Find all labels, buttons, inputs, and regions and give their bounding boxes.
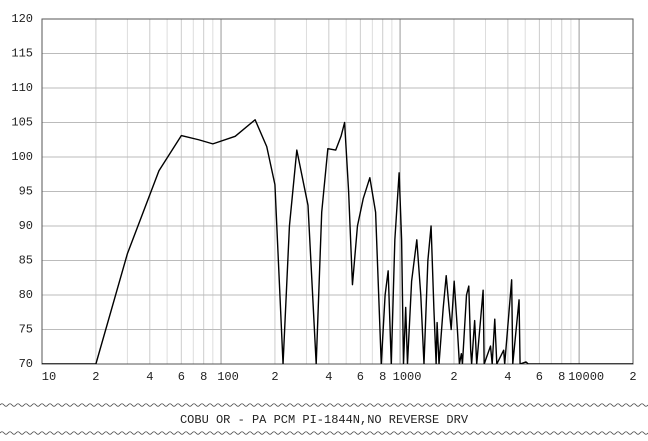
y-tick-label: 75 <box>19 323 33 337</box>
x-tick-label: 6 <box>357 370 364 384</box>
plot-frame <box>41 18 634 365</box>
x-tick-label: 2 <box>271 370 278 384</box>
x-tick-label: 8 <box>558 370 565 384</box>
y-tick-label: 95 <box>19 185 33 199</box>
x-tick-label: 6 <box>536 370 543 384</box>
caption: COBU OR - PA PCM PI-1844N,NO REVERSE DRV <box>180 413 469 427</box>
x-tick-label: 4 <box>325 370 332 384</box>
y-tick-label: 120 <box>11 12 33 26</box>
x-tick-label: 6 <box>178 370 185 384</box>
x-tick-label: 10 <box>42 370 56 384</box>
x-tick-label: 4 <box>146 370 153 384</box>
x-tick-label: 10000 <box>568 370 604 384</box>
grid <box>41 18 634 365</box>
x-tick-label: 2 <box>92 370 99 384</box>
y-tick-label: 80 <box>19 288 33 302</box>
y-tick-label: 105 <box>11 116 33 130</box>
x-tick-label: 2 <box>450 370 457 384</box>
x-tick-label: 1000 <box>393 370 422 384</box>
y-tick-label: 110 <box>11 81 33 95</box>
x-tick-label: 100 <box>217 370 239 384</box>
y-tick-label: 100 <box>11 150 33 164</box>
x-tick-label: 2 <box>629 370 636 384</box>
y-tick-label: 85 <box>19 254 33 268</box>
y-tick-label: 90 <box>19 219 33 233</box>
y-tick-label: 115 <box>11 47 33 61</box>
x-tick-label: 8 <box>200 370 207 384</box>
x-tick-label: 4 <box>504 370 511 384</box>
tilde-rule <box>0 431 648 435</box>
x-tick-label: 8 <box>379 370 386 384</box>
y-tick-label: 70 <box>19 357 33 371</box>
response-line <box>42 119 633 364</box>
tilde-rule <box>0 403 648 407</box>
